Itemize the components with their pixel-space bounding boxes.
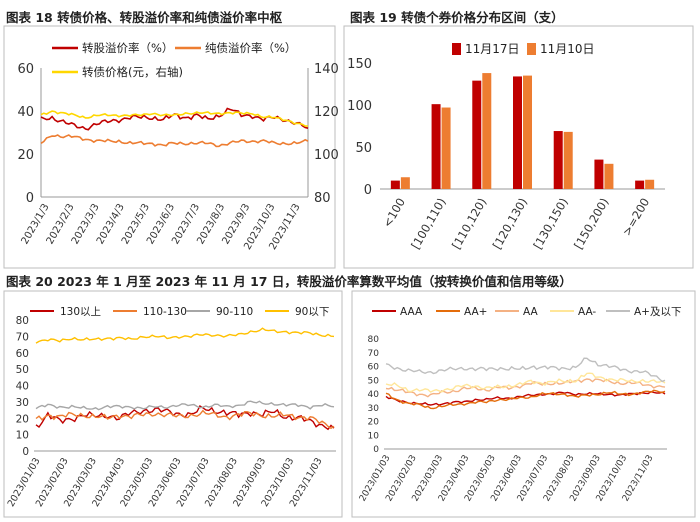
chart18-right-tick: 120	[314, 105, 339, 120]
chart20a-frame	[3, 290, 343, 518]
chart20a-y-tick: 0	[22, 446, 29, 458]
chart19-bar	[482, 73, 492, 189]
chart20b-y-tick: 40	[368, 390, 380, 400]
chart20b-y-tick: 10	[368, 431, 380, 441]
chart20a-legend-label: 110-130	[143, 306, 187, 318]
chart20b-series-line	[385, 390, 666, 406]
chart18-right-tick: 140	[314, 62, 339, 77]
chart20a-legend-label: 130以上	[60, 306, 101, 318]
chart18-series-line	[40, 107, 309, 131]
chart20a-series-line	[35, 400, 335, 411]
chart19-bar	[472, 80, 482, 189]
chart19-bar	[604, 163, 614, 189]
chart19-y-tick: 50	[355, 141, 372, 156]
chart19-legend-swatch	[452, 43, 461, 55]
chart20a-legend-label: 90-110	[216, 306, 253, 318]
chart19-bar	[563, 131, 573, 189]
chart20a-y-tick: 50	[16, 364, 29, 376]
chart20b-series-line	[385, 389, 666, 410]
chart20b-legend-label: AA-	[578, 306, 596, 318]
chart19-bar	[635, 180, 645, 189]
chart19-bar	[645, 179, 655, 189]
chart19-x-tick: [150,200)	[571, 196, 611, 252]
chart18-left-tick: 20	[17, 148, 34, 163]
chart18-right-tick: 100	[314, 148, 339, 163]
chart20b-y-tick: 20	[368, 418, 380, 428]
chart20b-y-tick: 80	[368, 335, 380, 345]
chart18-left-tick: 0	[26, 191, 34, 206]
chart19-y-tick: 0	[364, 183, 372, 198]
chart20b-y-tick: 50	[368, 376, 380, 386]
chart19-y-tick: 150	[347, 57, 372, 72]
chart18-title: 图表 18 转债价格、转股溢价率和纯债溢价率中枢	[6, 10, 283, 25]
chart19-bar	[553, 131, 563, 189]
chart19-x-tick: [120,130)	[490, 196, 530, 252]
chart20b-series-line	[385, 357, 666, 383]
chart20a-y-tick: 10	[16, 430, 29, 442]
chart19-title: 图表 19 转债个券价格分布区间（支）	[350, 10, 564, 25]
chart20a-series-line	[35, 409, 335, 430]
chart20b-series-line	[385, 378, 666, 398]
chart20a-y-tick: 40	[16, 381, 29, 393]
chart19-x-tick: [110,120)	[449, 196, 489, 252]
chart19-x-tick: [100,110)	[408, 196, 448, 252]
chart20b-y-tick: 60	[368, 363, 380, 373]
chart20b-legend-label: AAA	[400, 306, 423, 318]
chart19-frame	[343, 25, 694, 269]
chart20a-legend-label: 90以下	[295, 306, 329, 318]
chart18-legend-label: 纯债溢价率（%）	[205, 41, 296, 55]
chart19-bar	[431, 104, 441, 189]
chart19-bar	[523, 75, 532, 189]
chart19-bar	[594, 159, 604, 189]
chart18-legend-label: 转股溢价率（%）	[82, 41, 173, 55]
chart18-series-line	[40, 134, 309, 148]
chart19-legend-label: 11月10日	[540, 42, 595, 56]
chart18-frame	[3, 25, 336, 269]
chart19-x-tick: >=200	[619, 196, 652, 239]
chart20b-frame	[351, 290, 696, 518]
chart20b-y-tick: 70	[368, 349, 380, 359]
chart20b-series-line	[385, 372, 666, 393]
chart20b-legend-label: AA	[523, 306, 538, 318]
chart20b-legend-label: A+及以下	[634, 306, 681, 318]
chart19-bar	[400, 177, 410, 189]
chart20a-y-tick: 70	[16, 331, 29, 343]
chart18-series-line	[40, 110, 309, 127]
chart19-x-tick: [130,150)	[530, 196, 570, 252]
chart19-legend-swatch	[527, 43, 536, 55]
chart19-x-tick: <100	[380, 196, 408, 230]
chart18-legend-label: 转债价格(元，右轴)	[82, 65, 183, 79]
chart20a-y-tick: 80	[16, 315, 29, 327]
chart19-bar	[441, 107, 451, 189]
chart20a-y-tick: 60	[16, 348, 29, 360]
chart18-left-tick: 40	[17, 105, 34, 120]
chart20a-series-line	[35, 327, 335, 344]
chart19-bar	[513, 76, 522, 189]
chart20a-y-tick: 30	[16, 397, 29, 409]
chart20b-legend-label: AA+	[464, 306, 487, 318]
chart20-title: 图表 20 2023 年 1 月至 2023 年 11 月 17 日，转股溢价率…	[6, 274, 572, 289]
chart19-bar	[390, 180, 400, 189]
chart20a-y-tick: 20	[16, 413, 29, 425]
chart18-right-tick: 80	[314, 191, 331, 206]
chart19-y-tick: 100	[347, 99, 372, 114]
chart18-left-tick: 60	[17, 62, 34, 77]
chart19-legend-label: 11月17日	[465, 42, 520, 56]
chart20b-y-tick: 0	[373, 445, 379, 455]
chart20b-y-tick: 30	[368, 404, 380, 414]
